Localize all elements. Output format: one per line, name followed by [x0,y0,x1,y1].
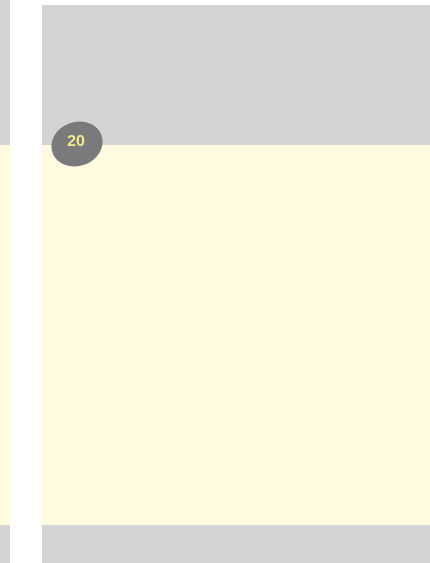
page-badge [51,121,103,167]
page-number: 20 [67,133,85,150]
page-body [42,145,430,525]
side-panel-body [0,145,10,525]
side-panel-bottom [0,525,10,563]
side-panel-top [0,0,10,145]
page-header [42,5,430,145]
page-footer [42,525,430,563]
